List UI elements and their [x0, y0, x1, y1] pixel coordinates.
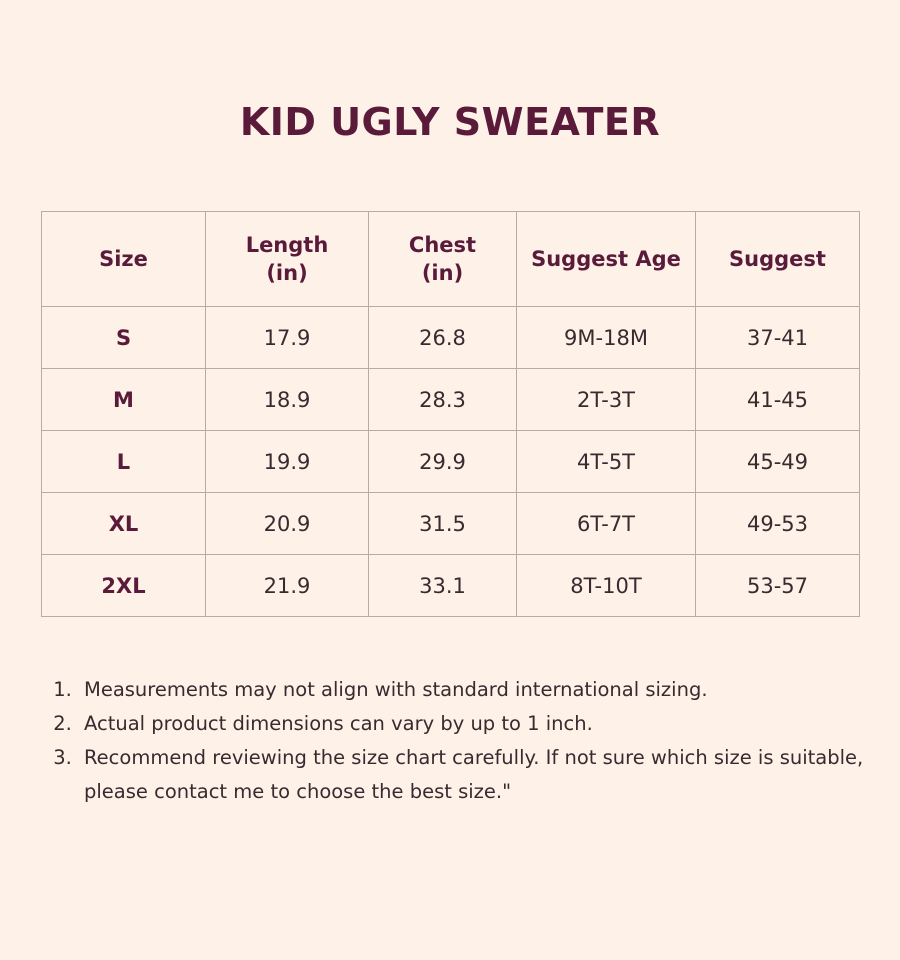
table-row: L 19.9 29.9 4T-5T 45-49: [41, 430, 860, 493]
note-item: Measurements may not align with standard…: [78, 673, 878, 707]
header-suggest-age: Suggest Age: [516, 211, 696, 307]
notes-list: Measurements may not align with standard…: [48, 673, 878, 809]
cell-age: 9M-18M: [516, 306, 696, 369]
cell-age: 6T-7T: [516, 492, 696, 555]
header-size: Size: [41, 211, 206, 307]
header-suggest-age-label: Suggest Age: [531, 247, 681, 271]
cell-length: 18.9: [205, 368, 369, 431]
cell-suggest: 37-41: [695, 306, 860, 369]
cell-chest: 31.5: [368, 492, 517, 555]
table-row: M 18.9 28.3 2T-3T 41-45: [41, 368, 860, 431]
cell-chest: 29.9: [368, 430, 517, 493]
cell-suggest: 45-49: [695, 430, 860, 493]
cell-suggest: 41-45: [695, 368, 860, 431]
note-item: Recommend reviewing the size chart caref…: [78, 741, 878, 809]
cell-suggest: 49-53: [695, 492, 860, 555]
header-size-label: Size: [99, 247, 148, 271]
cell-chest: 28.3: [368, 368, 517, 431]
size-chart-table: Size Length (in) Chest (in) Suggest Age …: [41, 211, 860, 617]
table-row: XL 20.9 31.5 6T-7T 49-53: [41, 492, 860, 555]
cell-length: 19.9: [205, 430, 369, 493]
cell-size: S: [41, 306, 206, 369]
cell-age: 4T-5T: [516, 430, 696, 493]
header-chest: Chest (in): [368, 211, 517, 307]
cell-size: 2XL: [41, 554, 206, 617]
cell-size: M: [41, 368, 206, 431]
cell-age: 8T-10T: [516, 554, 696, 617]
cell-size: XL: [41, 492, 206, 555]
header-chest-unit: (in): [421, 261, 464, 285]
header-suggest-label: Suggest: [729, 247, 826, 271]
cell-size: L: [41, 430, 206, 493]
cell-length: 21.9: [205, 554, 369, 617]
page-title: KID UGLY SWEATER: [239, 100, 661, 144]
cell-age: 2T-3T: [516, 368, 696, 431]
cell-length: 20.9: [205, 492, 369, 555]
table-header-row: Size Length (in) Chest (in) Suggest Age …: [41, 211, 860, 307]
table-row: 2XL 21.9 33.1 8T-10T 53-57: [41, 554, 860, 617]
cell-chest: 33.1: [368, 554, 517, 617]
cell-length: 17.9: [205, 306, 369, 369]
table-row: S 17.9 26.8 9M-18M 37-41: [41, 306, 860, 369]
header-length-unit: (in): [266, 261, 308, 285]
header-length-label: Length: [245, 233, 329, 257]
header-length: Length (in): [205, 211, 369, 307]
note-item: Actual product dimensions can vary by up…: [78, 707, 878, 741]
cell-chest: 26.8: [368, 306, 517, 369]
cell-suggest: 53-57: [695, 554, 860, 617]
header-chest-label: Chest: [408, 233, 477, 257]
header-suggest: Suggest: [695, 211, 860, 307]
